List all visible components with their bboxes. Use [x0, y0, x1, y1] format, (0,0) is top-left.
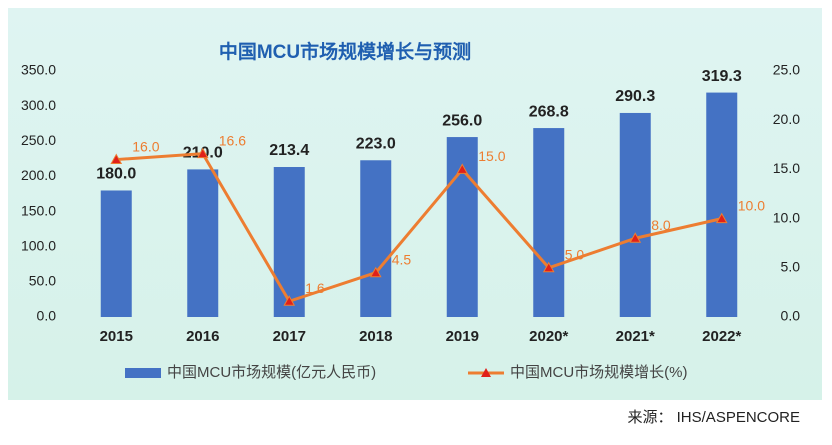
bar-value-label: 268.8	[529, 103, 569, 120]
y-tick-label: 100.0	[21, 237, 56, 253]
y-tick-label: 200.0	[21, 167, 56, 183]
bar-value-label: 213.4	[269, 142, 309, 159]
line-value-label: 8.0	[651, 217, 671, 233]
bar	[533, 128, 565, 317]
x-tick-label: 2017	[273, 328, 306, 345]
y2-tick-label: 10.0	[773, 209, 800, 225]
x-tick-label: 2015	[100, 328, 133, 345]
y-tick-label: 150.0	[21, 202, 56, 218]
y2-tick-label: 0.0	[781, 308, 801, 324]
legend-marker	[481, 368, 491, 377]
legend-label: 中国MCU市场规模增长(%)	[510, 364, 688, 381]
y2-tick-label: 20.0	[773, 111, 800, 127]
chart-title: 中国MCU市场规模增长与预测	[219, 40, 471, 63]
line-value-label: 16.0	[132, 138, 159, 154]
x-tick-label: 2020*	[529, 328, 568, 345]
bar	[273, 167, 305, 317]
line-value-label: 15.0	[478, 148, 505, 164]
bar	[100, 190, 132, 317]
y2-tick-label: 25.0	[773, 62, 800, 78]
y-tick-label: 50.0	[29, 273, 56, 289]
x-tick-label: 2019	[446, 328, 479, 345]
y-tick-label: 350.0	[21, 62, 56, 78]
line-value-label: 1.6	[305, 280, 325, 296]
x-tick-label: 2022*	[702, 328, 741, 345]
line-value-label: 16.6	[219, 132, 246, 148]
line-marker	[456, 163, 469, 174]
y2-tick-label: 5.0	[781, 259, 801, 275]
line-marker	[196, 147, 209, 159]
bar	[360, 160, 392, 317]
source-note: 来源： IHS/ASPENCORE	[627, 409, 800, 426]
bar-value-label: 223.0	[356, 135, 396, 152]
line-marker	[542, 261, 555, 273]
line-value-label: 10.0	[738, 197, 765, 213]
legend-label: 中国MCU市场规模(亿元人民币)	[167, 364, 376, 381]
y2-tick-label: 15.0	[773, 160, 800, 176]
line-marker	[715, 212, 728, 224]
y-tick-label: 250.0	[21, 132, 56, 148]
bar	[619, 112, 651, 317]
x-tick-label: 2016	[186, 328, 219, 345]
bar-value-label: 290.3	[615, 88, 655, 105]
x-tick-label: 2021*	[616, 328, 655, 345]
line-value-label: 4.5	[392, 251, 412, 267]
legend-swatch	[125, 368, 161, 378]
y-tick-label: 0.0	[37, 308, 57, 324]
x-tick-label: 2018	[359, 328, 392, 345]
line-marker	[369, 266, 382, 278]
bar-value-label: 256.0	[442, 112, 482, 129]
chart-background	[8, 8, 822, 400]
line-marker	[110, 153, 123, 165]
bar-value-label: 319.3	[702, 68, 742, 85]
line-value-label: 5.0	[565, 247, 585, 263]
line	[116, 152, 723, 304]
bar	[187, 169, 219, 317]
line-marker	[283, 295, 296, 306]
line-marker	[629, 232, 642, 243]
bar	[706, 92, 738, 317]
bar-value-label: 180.0	[96, 166, 136, 183]
y-tick-label: 300.0	[21, 97, 56, 113]
